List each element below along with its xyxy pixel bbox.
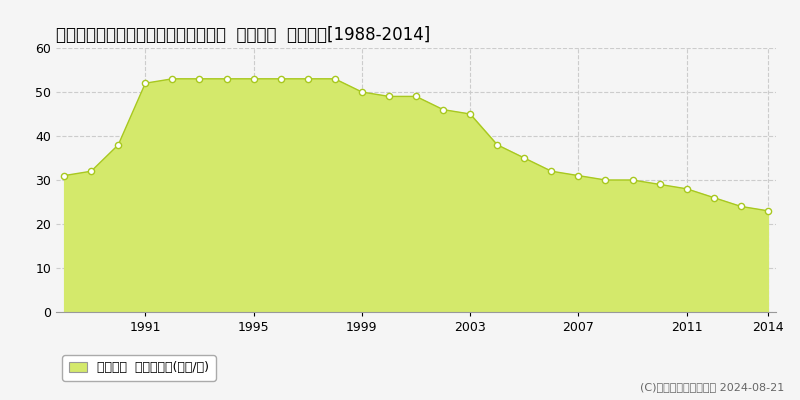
- Point: [410, 93, 422, 100]
- Point: [437, 106, 450, 113]
- Point: [762, 208, 774, 214]
- Point: [166, 76, 178, 82]
- Point: [626, 177, 639, 183]
- Point: [302, 76, 314, 82]
- Point: [220, 76, 233, 82]
- Point: [491, 142, 504, 148]
- Point: [464, 111, 477, 117]
- Point: [654, 181, 666, 188]
- Text: (C)土地価格ドットコム 2024-08-21: (C)土地価格ドットコム 2024-08-21: [640, 382, 784, 392]
- Point: [328, 76, 341, 82]
- Point: [193, 76, 206, 82]
- Point: [58, 172, 70, 179]
- Legend: 地価公示  平均坪単価(万円/坪): 地価公示 平均坪単価(万円/坪): [62, 355, 215, 381]
- Point: [518, 155, 530, 161]
- Point: [355, 89, 368, 95]
- Point: [274, 76, 287, 82]
- Text: 鳥取県鳥取市安長字中畦２９５番２外  地価公示  地価推移[1988-2014]: 鳥取県鳥取市安長字中畦２９５番２外 地価公示 地価推移[1988-2014]: [56, 26, 430, 44]
- Point: [599, 177, 612, 183]
- Point: [572, 172, 585, 179]
- Point: [545, 168, 558, 174]
- Point: [139, 80, 152, 86]
- Point: [680, 186, 693, 192]
- Point: [707, 194, 720, 201]
- Point: [85, 168, 98, 174]
- Point: [112, 142, 125, 148]
- Point: [247, 76, 260, 82]
- Point: [382, 93, 395, 100]
- Point: [734, 203, 747, 210]
